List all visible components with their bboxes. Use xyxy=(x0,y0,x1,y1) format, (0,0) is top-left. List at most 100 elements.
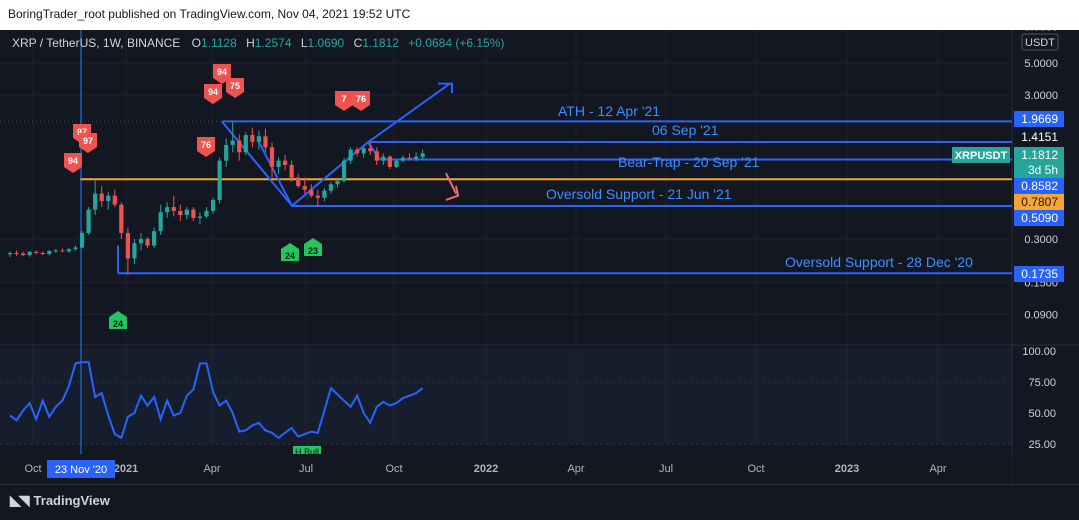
candle xyxy=(73,245,78,251)
axes-layer: 9.00005.00003.00000.30000.15000.0900100.… xyxy=(0,30,1064,484)
price-badge: 1.4151 xyxy=(1014,129,1064,145)
candle xyxy=(361,144,366,158)
candle xyxy=(250,127,255,148)
candle-body xyxy=(355,149,360,154)
rsi-line xyxy=(9,361,424,440)
candle xyxy=(152,227,157,248)
time-tick-label: Jul xyxy=(659,463,673,475)
candle xyxy=(53,248,58,253)
signal-flag xyxy=(304,238,322,256)
candle-body xyxy=(40,252,45,255)
candle-body xyxy=(138,239,144,244)
signal-flag xyxy=(226,78,244,98)
signal-label: 75 xyxy=(230,81,240,91)
candle xyxy=(204,207,209,218)
price-badge-bg xyxy=(1014,266,1064,282)
signal-label: 94 xyxy=(217,67,227,77)
candle xyxy=(341,157,347,183)
legend-high: 1.2574 xyxy=(255,36,292,50)
candle xyxy=(21,251,26,257)
signal-label: 76 xyxy=(201,140,211,150)
candle xyxy=(302,177,307,194)
signal-label: 97 xyxy=(77,127,87,137)
signal-label: 97 xyxy=(83,136,93,146)
candle-body xyxy=(53,250,58,252)
candle xyxy=(47,249,52,256)
signal-flag xyxy=(281,243,299,261)
price-badge: 1.9669 xyxy=(1014,111,1064,127)
candle xyxy=(276,157,281,174)
candle-body xyxy=(34,251,39,253)
symbol-badge-bg xyxy=(952,147,1010,163)
tradingview-logo-icon: ◣◥ xyxy=(10,492,29,508)
candle-body xyxy=(47,250,52,255)
price-badge: 3d 5h xyxy=(1014,162,1064,178)
candle-body xyxy=(243,135,248,153)
candle-body xyxy=(204,210,209,217)
candle xyxy=(191,207,196,222)
price-tick-label: 0.0900 xyxy=(1024,309,1058,321)
candle-body xyxy=(414,156,419,159)
candle xyxy=(178,204,183,222)
legend-close: 1.1812 xyxy=(362,36,399,50)
signal-label: 23 xyxy=(308,246,318,256)
candle xyxy=(269,142,275,178)
candle xyxy=(171,195,176,217)
price-badge-label: 0.8582 xyxy=(1021,179,1058,193)
symbol-badge: XRPUSDT xyxy=(952,147,1010,163)
candle-body xyxy=(315,195,320,198)
annotation-label: Oversold Support - 28 Dec '20 xyxy=(785,254,973,270)
signal-flag xyxy=(79,133,97,153)
price-badge-bg xyxy=(1014,111,1064,127)
candle xyxy=(106,191,111,210)
price-badge: 1.1812 xyxy=(1014,147,1064,163)
svg-text:XRP / TetherUS, 1W, BINANCE: XRP / TetherUS, 1W, BINANCE O1.1128 H1.2… xyxy=(12,36,504,50)
rsi-signal-red: 97 xyxy=(79,133,97,153)
currency-badge[interactable]: USDT xyxy=(1021,33,1059,51)
candle-body xyxy=(86,209,91,234)
price-badge: 0.1735 xyxy=(1014,266,1064,282)
candle xyxy=(263,128,268,153)
price-badge: 0.7807 xyxy=(1014,194,1064,210)
candle-body xyxy=(125,233,130,259)
candle xyxy=(79,231,85,249)
candle-body xyxy=(184,209,189,216)
candle xyxy=(125,227,130,275)
tradingview-logo[interactable]: ◣◥ TradingView xyxy=(10,492,110,509)
candle-body xyxy=(112,195,117,205)
time-axis-bg xyxy=(0,454,1012,484)
candle-body xyxy=(7,252,13,255)
candle-body xyxy=(210,199,216,211)
bull-tag-label: H Bull xyxy=(295,447,319,457)
price-badge-label: 1.9669 xyxy=(1021,112,1058,126)
candle-body xyxy=(420,153,425,158)
candle xyxy=(184,207,189,220)
time-tick-label: Apr xyxy=(203,463,220,475)
candle xyxy=(400,155,406,163)
candle-body xyxy=(60,250,65,252)
chart-canvas[interactable]: ATH - 12 Apr '21 06 Sep '21 Bear-Trap - 20… xyxy=(0,30,1079,484)
signal-flag xyxy=(335,91,353,111)
price-badge-bg xyxy=(1014,194,1064,210)
candle-body xyxy=(191,209,196,218)
candle xyxy=(230,121,235,153)
crosshair-date-label: 23 Nov '20 xyxy=(55,464,107,476)
candle xyxy=(289,160,294,182)
rsi-tick-label: 100.00 xyxy=(1022,346,1056,358)
time-tick-label: Jul xyxy=(299,463,313,475)
drawings-layer: ATH - 12 Apr '21 06 Sep '21 Bear-Trap - 20… xyxy=(0,30,1012,454)
candle-body xyxy=(283,160,288,165)
price-badge: 0.5090 xyxy=(1014,210,1064,226)
candle-body xyxy=(237,140,242,153)
candle xyxy=(66,247,72,253)
rsi-signal-green: 24 xyxy=(281,243,299,261)
price-tick-label: 5.0000 xyxy=(1024,58,1058,70)
signal-label: 7 xyxy=(341,94,346,104)
candle-body xyxy=(93,193,98,210)
candle xyxy=(132,239,137,265)
brand-label: TradingView xyxy=(33,493,110,508)
footer xyxy=(0,484,1079,520)
candle-body xyxy=(217,160,222,200)
candle-body xyxy=(165,207,170,213)
